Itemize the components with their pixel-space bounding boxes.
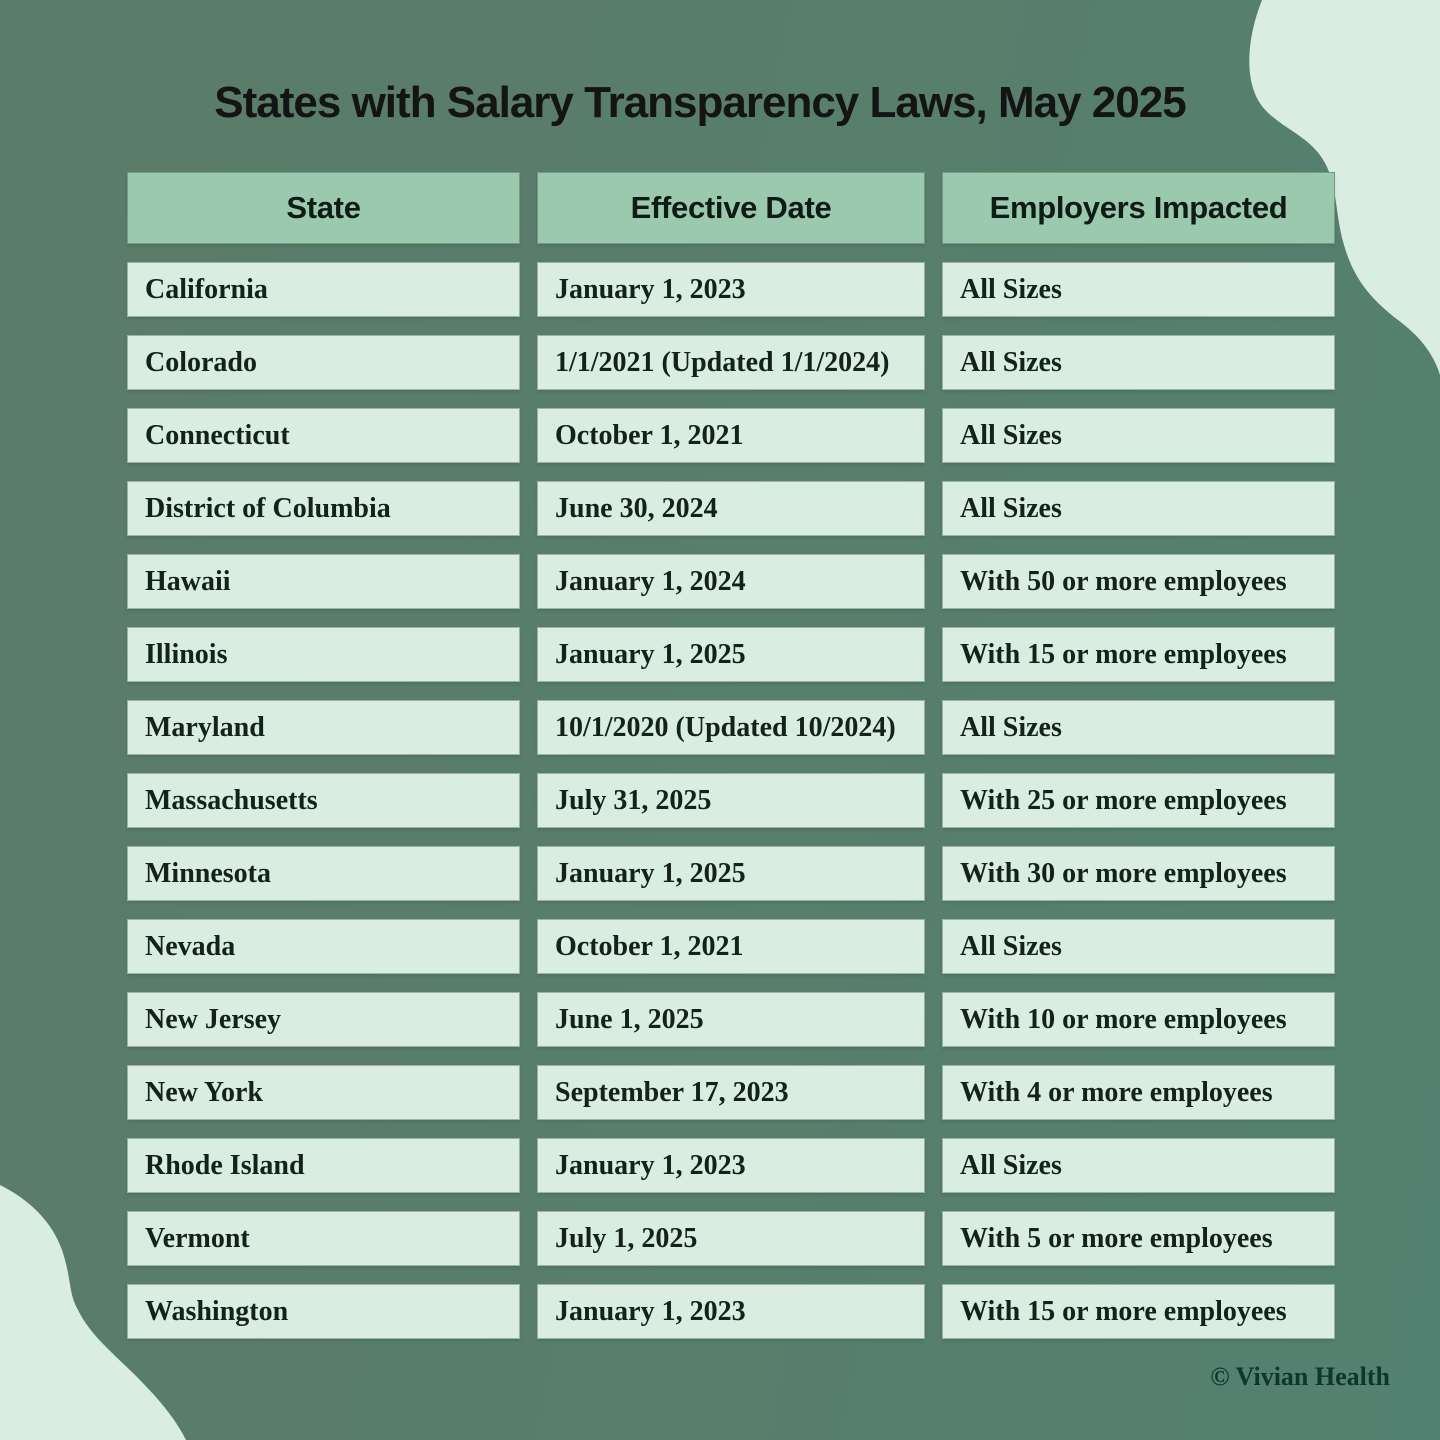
table-row: Washington January 1, 2023 With 15 or more…: [127, 1284, 1336, 1339]
cell-state: Vermont: [127, 1211, 520, 1266]
cell-state: Hawaii: [127, 554, 520, 609]
table-row: District of Columbia June 30, 2024 All Siz…: [127, 481, 1336, 536]
table-row: Nevada October 1, 2021 All Sizes: [127, 919, 1336, 974]
cell-state: Washington: [127, 1284, 520, 1339]
cell-effective-date: July 31, 2025: [537, 773, 925, 828]
cell-effective-date: September 17, 2023: [537, 1065, 925, 1120]
cell-state: Nevada: [127, 919, 520, 974]
header-state: State: [127, 172, 520, 244]
copyright-credit: © Vivian Health: [1210, 1362, 1390, 1391]
cell-effective-date: January 1, 2025: [537, 846, 925, 901]
cell-state: Maryland: [127, 700, 520, 755]
cell-state: New Jersey: [127, 992, 520, 1047]
cell-state: District of Columbia: [127, 481, 520, 536]
table-row: Massachusetts July 31, 2025 With 25 or mor…: [127, 773, 1336, 828]
cell-state: California: [127, 262, 520, 317]
cell-employers-impacted: With 5 or more employees: [942, 1211, 1335, 1266]
cell-state: Massachusetts: [127, 773, 520, 828]
cell-employers-impacted: All Sizes: [942, 919, 1335, 974]
cell-effective-date: October 1, 2021: [537, 919, 925, 974]
table-row: New Jersey June 1, 2025 With 10 or more em…: [127, 992, 1336, 1047]
table-row: California January 1, 2023 All Sizes: [127, 262, 1336, 317]
cell-effective-date: June 1, 2025: [537, 992, 925, 1047]
cell-employers-impacted: All Sizes: [942, 408, 1335, 463]
table-row: Connecticut October 1, 2021 All Sizes: [127, 408, 1336, 463]
cell-state: Minnesota: [127, 846, 520, 901]
salary-transparency-table: State Effective Date Employers Impacted …: [127, 172, 1336, 1357]
cell-state: Colorado: [127, 335, 520, 390]
table-header-row: State Effective Date Employers Impacted: [127, 172, 1336, 244]
cell-effective-date: January 1, 2023: [537, 1138, 925, 1193]
cell-effective-date: January 1, 2025: [537, 627, 925, 682]
cell-effective-date: June 30, 2024: [537, 481, 925, 536]
cell-employers-impacted: All Sizes: [942, 262, 1335, 317]
cell-state: Illinois: [127, 627, 520, 682]
cell-employers-impacted: With 15 or more employees: [942, 627, 1335, 682]
table-body: California January 1, 2023 All Sizes Colora…: [127, 262, 1336, 1339]
cell-employers-impacted: With 10 or more employees: [942, 992, 1335, 1047]
cell-effective-date: January 1, 2023: [537, 1284, 925, 1339]
cell-state: Rhode Island: [127, 1138, 520, 1193]
cell-effective-date: 10/1/2020 (Updated 10/2024): [537, 700, 925, 755]
table-row: Illinois January 1, 2025 With 15 or more e…: [127, 627, 1336, 682]
header-employers-impacted: Employers Impacted: [942, 172, 1335, 244]
table-row: Maryland 10/1/2020 (Updated 10/2024) All S…: [127, 700, 1336, 755]
cell-employers-impacted: All Sizes: [942, 335, 1335, 390]
cell-employers-impacted: All Sizes: [942, 700, 1335, 755]
cell-employers-impacted: With 15 or more employees: [942, 1284, 1335, 1339]
cell-effective-date: January 1, 2024: [537, 554, 925, 609]
header-effective-date: Effective Date: [537, 172, 925, 244]
table-row: New York September 17, 2023 With 4 or more…: [127, 1065, 1336, 1120]
cell-effective-date: October 1, 2021: [537, 408, 925, 463]
cell-effective-date: January 1, 2023: [537, 262, 925, 317]
table-row: Rhode Island January 1, 2023 All Sizes: [127, 1138, 1336, 1193]
cell-state: New York: [127, 1065, 520, 1120]
table-row: Minnesota January 1, 2025 With 30 or more …: [127, 846, 1336, 901]
cell-employers-impacted: With 30 or more employees: [942, 846, 1335, 901]
cell-employers-impacted: With 50 or more employees: [942, 554, 1335, 609]
cell-state: Connecticut: [127, 408, 520, 463]
table-row: Vermont July 1, 2025 With 5 or more employ…: [127, 1211, 1336, 1266]
cell-employers-impacted: With 25 or more employees: [942, 773, 1335, 828]
cell-effective-date: 1/1/2021 (Updated 1/1/2024): [537, 335, 925, 390]
cell-employers-impacted: All Sizes: [942, 1138, 1335, 1193]
table-row: Hawaii January 1, 2024 With 50 or more emp…: [127, 554, 1336, 609]
cell-employers-impacted: With 4 or more employees: [942, 1065, 1335, 1120]
table-row: Colorado 1/1/2021 (Updated 1/1/2024) All S…: [127, 335, 1336, 390]
cell-effective-date: July 1, 2025: [537, 1211, 925, 1266]
cell-employers-impacted: All Sizes: [942, 481, 1335, 536]
page-title: States with Salary Transparency Laws, Ma…: [214, 78, 1186, 127]
